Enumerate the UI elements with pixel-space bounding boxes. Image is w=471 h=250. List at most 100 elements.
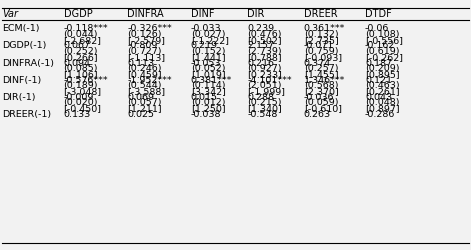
Text: [0.459]: [0.459] bbox=[127, 70, 162, 78]
Text: (2.739): (2.739) bbox=[247, 47, 282, 56]
Text: DREER(-1): DREER(-1) bbox=[2, 109, 51, 118]
Text: [-0.093]: [-0.093] bbox=[304, 52, 342, 62]
Text: 0.025: 0.025 bbox=[127, 109, 154, 118]
Text: DIR(-1): DIR(-1) bbox=[2, 92, 36, 101]
Text: [-1.999]: [-1.999] bbox=[247, 86, 285, 96]
Text: (0.108): (0.108) bbox=[365, 30, 399, 39]
Text: [1.455]: [1.455] bbox=[304, 70, 339, 78]
Text: [-2.579]: [-2.579] bbox=[127, 36, 165, 44]
Text: 0.263: 0.263 bbox=[304, 109, 331, 118]
Text: Var: Var bbox=[2, 9, 18, 19]
Text: DGDP: DGDP bbox=[64, 9, 92, 19]
Text: (2.051): (2.051) bbox=[247, 81, 282, 90]
Text: (0.257): (0.257) bbox=[304, 64, 338, 73]
Text: 0.113: 0.113 bbox=[127, 58, 154, 67]
Text: [1.250]: [1.250] bbox=[191, 104, 226, 112]
Text: (0.085): (0.085) bbox=[64, 64, 98, 73]
Text: (0.619): (0.619) bbox=[365, 47, 399, 56]
Text: -4.101***: -4.101*** bbox=[247, 75, 292, 84]
Text: 0.043: 0.043 bbox=[365, 92, 392, 101]
Text: 0.288: 0.288 bbox=[247, 92, 274, 101]
Text: [-1.113]: [-1.113] bbox=[127, 52, 165, 62]
Text: (0.057): (0.057) bbox=[127, 98, 162, 107]
Text: (0.044): (0.044) bbox=[64, 30, 98, 39]
Text: (0.132): (0.132) bbox=[304, 30, 339, 39]
Text: DREER: DREER bbox=[304, 9, 337, 19]
Text: -0.576***: -0.576*** bbox=[64, 75, 108, 84]
Text: (0.759): (0.759) bbox=[304, 47, 338, 56]
Text: [0.266]: [0.266] bbox=[64, 52, 98, 62]
Text: 0.361***: 0.361*** bbox=[304, 24, 345, 33]
Text: -0.009: -0.009 bbox=[64, 92, 94, 101]
Text: [2.370]: [2.370] bbox=[304, 86, 339, 96]
Text: (0.114): (0.114) bbox=[191, 81, 225, 90]
Text: (0.463): (0.463) bbox=[365, 81, 400, 90]
Text: [0.233]: [0.233] bbox=[247, 70, 282, 78]
Text: (0.059): (0.059) bbox=[304, 98, 338, 107]
Text: DINFRA: DINFRA bbox=[127, 9, 164, 19]
Text: [-1.222]: [-1.222] bbox=[191, 36, 229, 44]
Text: 0.121: 0.121 bbox=[365, 75, 392, 84]
Text: (0.152): (0.152) bbox=[191, 47, 225, 56]
Text: DTDF: DTDF bbox=[365, 9, 392, 19]
Text: (0.209): (0.209) bbox=[365, 64, 399, 73]
Text: [1.340]: [1.340] bbox=[247, 104, 282, 112]
Text: (0.012): (0.012) bbox=[191, 98, 225, 107]
Text: 0.374: 0.374 bbox=[304, 58, 331, 67]
Text: (0.052): (0.052) bbox=[191, 64, 225, 73]
Text: [-0.610]: [-0.610] bbox=[304, 104, 342, 112]
Text: -0.326***: -0.326*** bbox=[127, 24, 172, 33]
Text: -0.162: -0.162 bbox=[365, 41, 395, 50]
Text: DINF: DINF bbox=[191, 9, 214, 19]
Text: -0.038: -0.038 bbox=[191, 109, 221, 118]
Text: [-3.588]: [-3.588] bbox=[127, 86, 165, 96]
Text: [1.211]: [1.211] bbox=[127, 104, 162, 112]
Text: [-3.048]: [-3.048] bbox=[64, 86, 102, 96]
Text: 0.239: 0.239 bbox=[247, 24, 275, 33]
Text: (0.027): (0.027) bbox=[191, 30, 225, 39]
Text: (0.252): (0.252) bbox=[64, 47, 98, 56]
Text: (0.215): (0.215) bbox=[247, 98, 282, 107]
Text: -0.548: -0.548 bbox=[247, 109, 277, 118]
Text: (0.246): (0.246) bbox=[127, 64, 162, 73]
Text: 0.216: 0.216 bbox=[247, 58, 274, 67]
Text: DINF(-1): DINF(-1) bbox=[2, 75, 41, 84]
Text: [0.502]: [0.502] bbox=[247, 36, 282, 44]
Text: -0.071: -0.071 bbox=[304, 41, 334, 50]
Text: -0.286: -0.286 bbox=[365, 109, 395, 118]
Text: 0.069: 0.069 bbox=[127, 92, 154, 101]
Text: -0.036: -0.036 bbox=[304, 92, 334, 101]
Text: [2.735]: [2.735] bbox=[304, 36, 339, 44]
Text: [1.106]: [1.106] bbox=[64, 70, 98, 78]
Text: ECM(-1): ECM(-1) bbox=[2, 24, 40, 33]
Text: -1.952***: -1.952*** bbox=[127, 75, 172, 84]
Text: (0.568): (0.568) bbox=[304, 81, 338, 90]
Text: DIR: DIR bbox=[247, 9, 265, 19]
Text: [1.441]: [1.441] bbox=[191, 52, 226, 62]
Text: [3.342]: [3.342] bbox=[191, 86, 226, 96]
Text: (0.189): (0.189) bbox=[64, 81, 98, 90]
Text: [-0.262]: [-0.262] bbox=[365, 52, 403, 62]
Text: 0.094: 0.094 bbox=[64, 58, 90, 67]
Text: [-0.556]: [-0.556] bbox=[365, 36, 403, 44]
Text: 0.015: 0.015 bbox=[191, 92, 218, 101]
Text: -0.033: -0.033 bbox=[191, 24, 221, 33]
Text: 0.133: 0.133 bbox=[64, 109, 91, 118]
Text: 0.381***: 0.381*** bbox=[191, 75, 232, 84]
Text: -0.06: -0.06 bbox=[365, 24, 390, 33]
Text: (0.544): (0.544) bbox=[127, 81, 162, 90]
Text: DGDP(-1): DGDP(-1) bbox=[2, 41, 47, 50]
Text: [0.788]: [0.788] bbox=[247, 52, 282, 62]
Text: 0.187: 0.187 bbox=[365, 58, 392, 67]
Text: -0.118***: -0.118*** bbox=[64, 24, 108, 33]
Text: [0.895]: [0.895] bbox=[365, 70, 400, 78]
Text: -0.053: -0.053 bbox=[191, 58, 221, 67]
Text: (0.126): (0.126) bbox=[127, 30, 162, 39]
Text: (0.020): (0.020) bbox=[64, 98, 98, 107]
Text: (0.476): (0.476) bbox=[247, 30, 282, 39]
Text: (0.727): (0.727) bbox=[127, 47, 162, 56]
Text: 0.219: 0.219 bbox=[191, 41, 218, 50]
Text: [0.897]: [0.897] bbox=[365, 104, 400, 112]
Text: (0.048): (0.048) bbox=[365, 98, 399, 107]
Text: [1.019]: [1.019] bbox=[191, 70, 226, 78]
